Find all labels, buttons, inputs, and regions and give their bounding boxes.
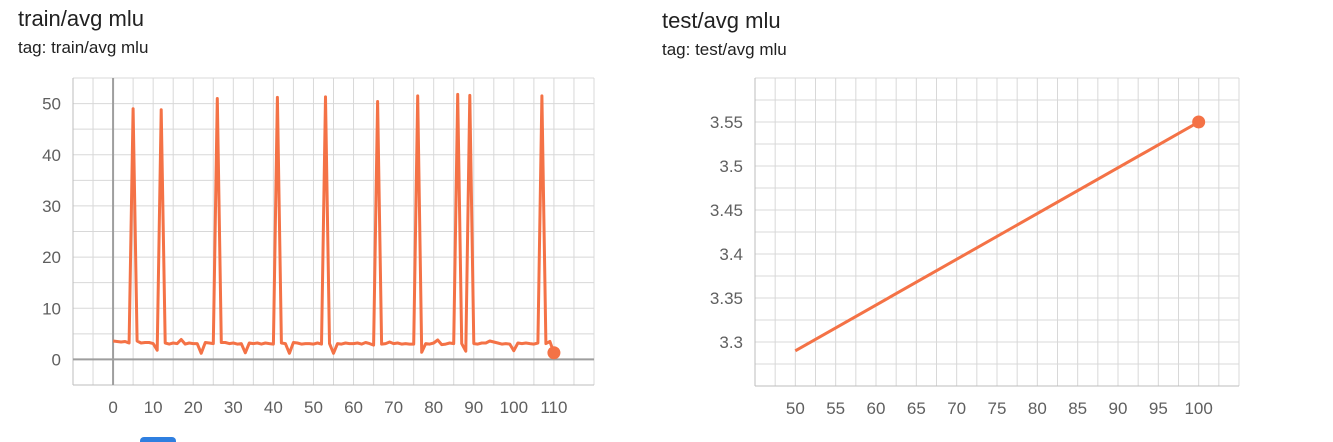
test-chart-plot[interactable]: 50 55 60 65 70 75 80 85 90 95 100 3.3 3.35 3.4 3.45 3.5…	[666, 0, 1333, 442]
y-tick-label: 40	[42, 146, 61, 165]
x-tick-label: 90	[464, 398, 483, 417]
test-chart-tag: tag: test/avg mlu	[662, 40, 787, 59]
x-tick-label: 30	[224, 398, 243, 417]
test-chart-title: test/avg mlu	[662, 8, 781, 33]
series-last-point	[547, 346, 561, 360]
x-tick-label: 50	[304, 398, 323, 417]
train-chart-plot[interactable]: 0 10 20 30 40 50 60 70 80 90 100 110 0 10 20 30 40 50	[0, 0, 666, 442]
x-tick-label: 100	[500, 398, 528, 417]
x-tick-label: 95	[1149, 399, 1168, 418]
y-tick-label: 3.4	[719, 245, 743, 264]
x-tick-label: 55	[826, 399, 845, 418]
x-tick-label: 0	[108, 398, 117, 417]
x-tick-label: 20	[184, 398, 203, 417]
x-tick-label: 65	[907, 399, 926, 418]
y-tick-label: 3.45	[710, 201, 743, 220]
series-line-0	[112, 92, 556, 355]
y-tick-label: 20	[42, 248, 61, 267]
x-tick-label: 60	[344, 398, 363, 417]
train-chart-title: train/avg mlu	[18, 6, 144, 31]
y-tick-label: 3.5	[719, 157, 743, 176]
x-tick-label: 50	[786, 399, 805, 418]
y-tick-label: 3.35	[710, 289, 743, 308]
x-tick-label: 70	[384, 398, 403, 417]
y-tick-label: 30	[42, 197, 61, 216]
y-tick-label: 50	[42, 95, 61, 114]
series-last-point	[1192, 115, 1206, 129]
x-tick-label: 85	[1068, 399, 1087, 418]
scroll-indicator	[140, 437, 176, 442]
x-tick-label: 75	[988, 399, 1007, 418]
y-tick-label: 3.55	[710, 113, 743, 132]
x-tick-label: 80	[424, 398, 443, 417]
y-tick-label: 3.3	[719, 333, 743, 352]
x-tick-label: 110	[540, 398, 567, 417]
x-tick-label: 40	[264, 398, 283, 417]
x-tick-label: 60	[867, 399, 886, 418]
y-tick-label: 0	[52, 350, 61, 369]
x-tick-label: 90	[1109, 399, 1128, 418]
x-tick-label: 100	[1184, 399, 1212, 418]
x-tick-label: 80	[1028, 399, 1047, 418]
y-tick-label: 10	[42, 299, 61, 318]
train-chart-tag: tag: train/avg mlu	[18, 38, 149, 57]
x-tick-label: 10	[144, 398, 163, 417]
series-line-0	[794, 120, 1200, 353]
x-tick-label: 70	[947, 399, 966, 418]
